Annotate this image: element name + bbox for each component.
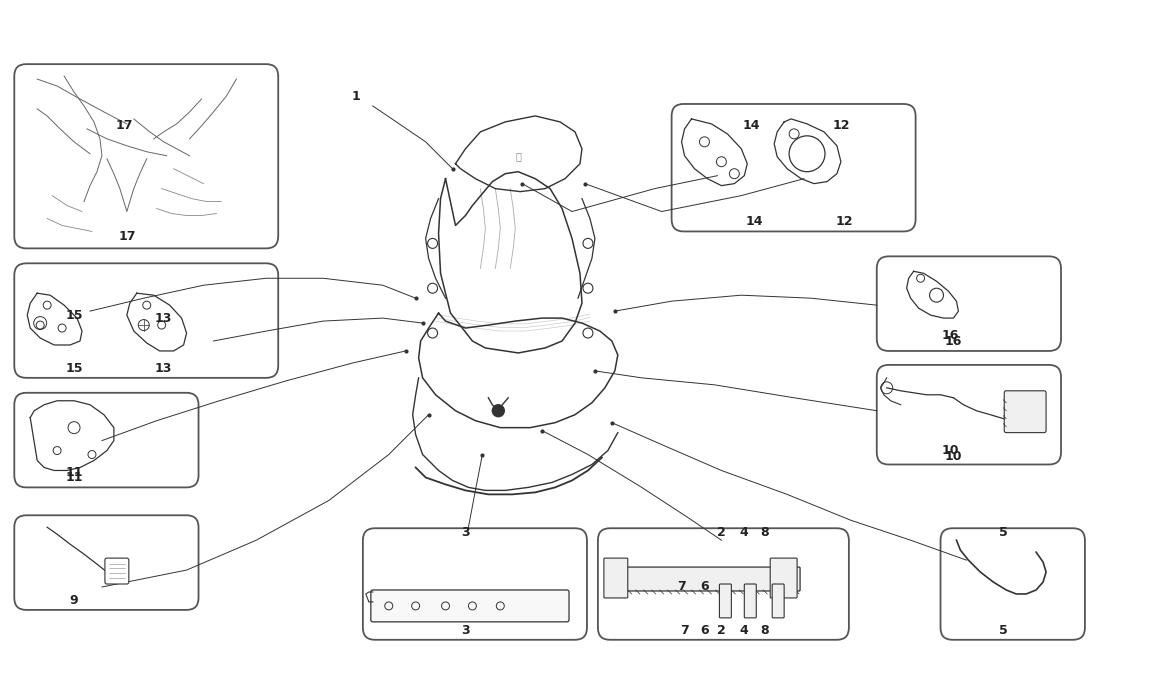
FancyBboxPatch shape <box>772 584 784 618</box>
FancyBboxPatch shape <box>744 584 757 618</box>
Text: 16: 16 <box>945 335 963 348</box>
Text: 11: 11 <box>66 471 83 484</box>
FancyBboxPatch shape <box>363 528 586 640</box>
FancyBboxPatch shape <box>370 590 569 622</box>
Text: 5: 5 <box>999 526 1007 539</box>
Text: 16: 16 <box>942 329 959 342</box>
FancyBboxPatch shape <box>604 558 628 598</box>
Text: 15: 15 <box>66 362 83 375</box>
FancyBboxPatch shape <box>14 393 199 488</box>
Text: 2: 2 <box>718 526 726 539</box>
Text: 7: 7 <box>680 624 689 637</box>
FancyBboxPatch shape <box>105 558 129 584</box>
Text: 17: 17 <box>115 120 132 133</box>
Text: 11: 11 <box>66 466 83 479</box>
Text: 4: 4 <box>739 526 749 539</box>
FancyBboxPatch shape <box>1004 391 1046 432</box>
Text: 9: 9 <box>70 594 78 607</box>
FancyBboxPatch shape <box>876 256 1061 351</box>
Text: 12: 12 <box>835 215 852 228</box>
Text: 4: 4 <box>739 624 749 637</box>
Circle shape <box>492 405 505 417</box>
Text: 1: 1 <box>352 89 360 102</box>
FancyBboxPatch shape <box>770 558 797 598</box>
Text: 7: 7 <box>677 581 685 594</box>
Text: 13: 13 <box>155 362 172 375</box>
Text: 17: 17 <box>118 230 136 243</box>
FancyBboxPatch shape <box>720 584 731 618</box>
FancyBboxPatch shape <box>14 515 199 610</box>
FancyBboxPatch shape <box>876 365 1061 464</box>
Text: 6: 6 <box>700 624 708 637</box>
Text: 14: 14 <box>743 120 760 133</box>
FancyBboxPatch shape <box>672 104 915 232</box>
Text: 🐎: 🐎 <box>515 151 521 161</box>
Text: 10: 10 <box>942 444 959 457</box>
FancyBboxPatch shape <box>941 528 1084 640</box>
Text: 2: 2 <box>718 624 726 637</box>
Text: 10: 10 <box>944 449 963 462</box>
Text: 8: 8 <box>760 526 768 539</box>
Text: 3: 3 <box>461 624 469 637</box>
Text: 13: 13 <box>155 311 172 324</box>
FancyBboxPatch shape <box>607 567 800 591</box>
Text: 15: 15 <box>66 309 83 322</box>
Text: 5: 5 <box>999 624 1007 637</box>
Text: 3: 3 <box>461 526 469 539</box>
FancyBboxPatch shape <box>14 264 278 378</box>
Text: 6: 6 <box>700 581 708 594</box>
Text: 8: 8 <box>760 624 768 637</box>
Text: 12: 12 <box>833 120 850 133</box>
FancyBboxPatch shape <box>14 64 278 249</box>
FancyBboxPatch shape <box>598 528 849 640</box>
Text: 14: 14 <box>745 215 762 228</box>
